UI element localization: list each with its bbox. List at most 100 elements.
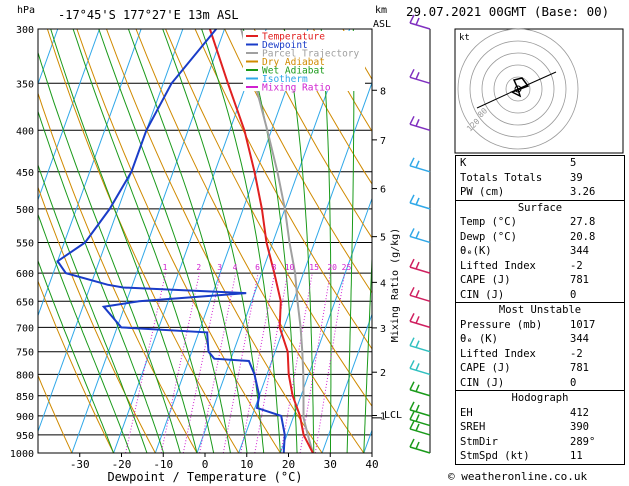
km-tick-label: 2 (380, 368, 386, 379)
surface-index-value: -2 (570, 259, 583, 272)
basic-index-value: 3.26 (570, 186, 596, 198)
hodograph-vector (517, 71, 557, 90)
isotherm (71, 29, 226, 453)
pressure-tick-label: 900 (16, 412, 34, 423)
isotherm (321, 312, 372, 453)
lcl-label: LCL (384, 410, 402, 421)
wind-barb-flag (409, 337, 415, 347)
mixing-ratio-label: 4 (233, 263, 238, 272)
dry-adiabat (194, 29, 372, 350)
km-tick-label: 8 (380, 86, 386, 97)
mixing-ratio-label: 2 (196, 263, 201, 272)
pressure-tick-label: 300 (16, 25, 34, 36)
wind-barb (409, 320, 431, 329)
wind-barb-flag (415, 316, 420, 324)
x-tick-label: -10 (153, 458, 173, 471)
wind-barb (409, 266, 431, 274)
most-unstable-index-key: Pressure (mb) (460, 318, 543, 331)
wet-adiabat (127, 29, 248, 453)
mixing-ratio-label: 1 (163, 263, 168, 272)
pressure-tick-label: 950 (16, 431, 34, 442)
wind-barb-flag (409, 228, 415, 237)
most-unstable-index-row: Lifted Index -2 (456, 347, 624, 362)
pressure-tick-label: 450 (16, 168, 34, 179)
isotherm (154, 29, 309, 453)
x-tick-label: -20 (112, 458, 132, 471)
wind-barb-flag (409, 401, 415, 411)
wind-barb-flag (409, 411, 415, 420)
indices-panel: K 5 Totals Totals 39 PW (cm) 3.26 Surface Tem… (455, 155, 625, 465)
wind-barb-flag (415, 384, 420, 393)
wind-barb-flag (415, 404, 420, 413)
most-unstable-index-key: θₑ (K) (460, 333, 498, 345)
most-unstable-index-value: 344 (570, 333, 589, 345)
wind-barb (409, 418, 431, 427)
most-unstable-index-key: CIN (J) (460, 376, 505, 389)
wind-barb (409, 409, 431, 417)
hodograph-index-row: StmDir 289° (456, 435, 624, 450)
hodograph-unit-label: kt (459, 33, 470, 43)
wind-barb-flag (409, 286, 415, 296)
wind-barb (409, 202, 431, 210)
hodograph-ring (481, 52, 555, 126)
mixing-ratio-line (125, 272, 167, 453)
mixing-ratio-label: 6 (255, 263, 260, 272)
surface-index-row: Lifted Index -2 (456, 259, 624, 274)
basic-index-key: K (460, 157, 467, 169)
wind-barb (409, 22, 431, 30)
wind-barb-flag (415, 197, 420, 206)
pressure-tick-label: 350 (16, 79, 34, 90)
pressure-tick-label: 850 (16, 392, 34, 403)
dry-adiabat (165, 29, 372, 408)
hodograph-trace (510, 77, 530, 98)
hodograph-index-row: StmSpd (kt) 11 (456, 449, 624, 464)
storm-motion-marker (514, 85, 522, 93)
wind-barb (409, 446, 431, 454)
pressure-tick-label: 600 (16, 269, 34, 280)
km-tick-label: 5 (380, 233, 386, 244)
surface-header: Surface (456, 199, 624, 216)
wind-barb-flag (415, 289, 420, 298)
wind-barb-flag (415, 71, 420, 80)
wind-barb (409, 165, 431, 173)
x-tick-label: -30 (70, 458, 90, 471)
legend-label: Parcel Trajectory (262, 49, 360, 60)
wind-barb-flag (409, 258, 415, 268)
wind-barb-flag (415, 441, 420, 450)
hodograph-ring (469, 40, 567, 138)
km-tick-label: 3 (380, 324, 386, 335)
most-unstable-index-value: -2 (570, 347, 583, 360)
basic-index-value: 5 (570, 157, 577, 169)
most-unstable-index-row: θₑ (K) 344 (456, 332, 624, 347)
surface-index-value: 781 (570, 274, 589, 286)
km-tick-label: 4 (380, 278, 386, 289)
wind-barb (409, 389, 431, 397)
most-unstable-index-value: 781 (570, 362, 589, 374)
dry-adiabat (224, 29, 372, 294)
basic-index-row: PW (cm) 3.26 (456, 185, 624, 200)
hodograph-box (454, 28, 624, 154)
mixing-ratio-axis-title: Mixing Ratio (g/kg) (390, 228, 401, 342)
dry-adiabat (46, 29, 240, 453)
wind-barb-flag (415, 340, 420, 348)
pressure-tick-label: 700 (16, 323, 34, 334)
legend-label: Isotherm (262, 74, 308, 85)
surface-index-key: Lifted Index (460, 259, 536, 272)
most-unstable-index-value: 0 (570, 376, 577, 389)
isotherm (238, 81, 372, 453)
isotherm (279, 197, 372, 453)
wind-barb-flag (415, 363, 420, 371)
most-unstable-index-key: CAPE (J) (460, 362, 511, 374)
mixing-ratio-line (222, 273, 259, 453)
wet-adiabat (201, 29, 281, 453)
legend-label: Dry Adiabat (262, 57, 325, 68)
wet-adiabat (38, 259, 115, 453)
surface-index-value: 20.8 (570, 230, 596, 243)
wet-adiabat (38, 109, 165, 453)
most-unstable-index-value: 1017 (570, 318, 596, 331)
mixing-ratio-line (314, 273, 346, 453)
dry-adiabat (283, 29, 372, 185)
asl-axis-unit: ASL (373, 19, 391, 30)
temperature-line (208, 29, 314, 453)
dry-adiabat (38, 185, 156, 453)
